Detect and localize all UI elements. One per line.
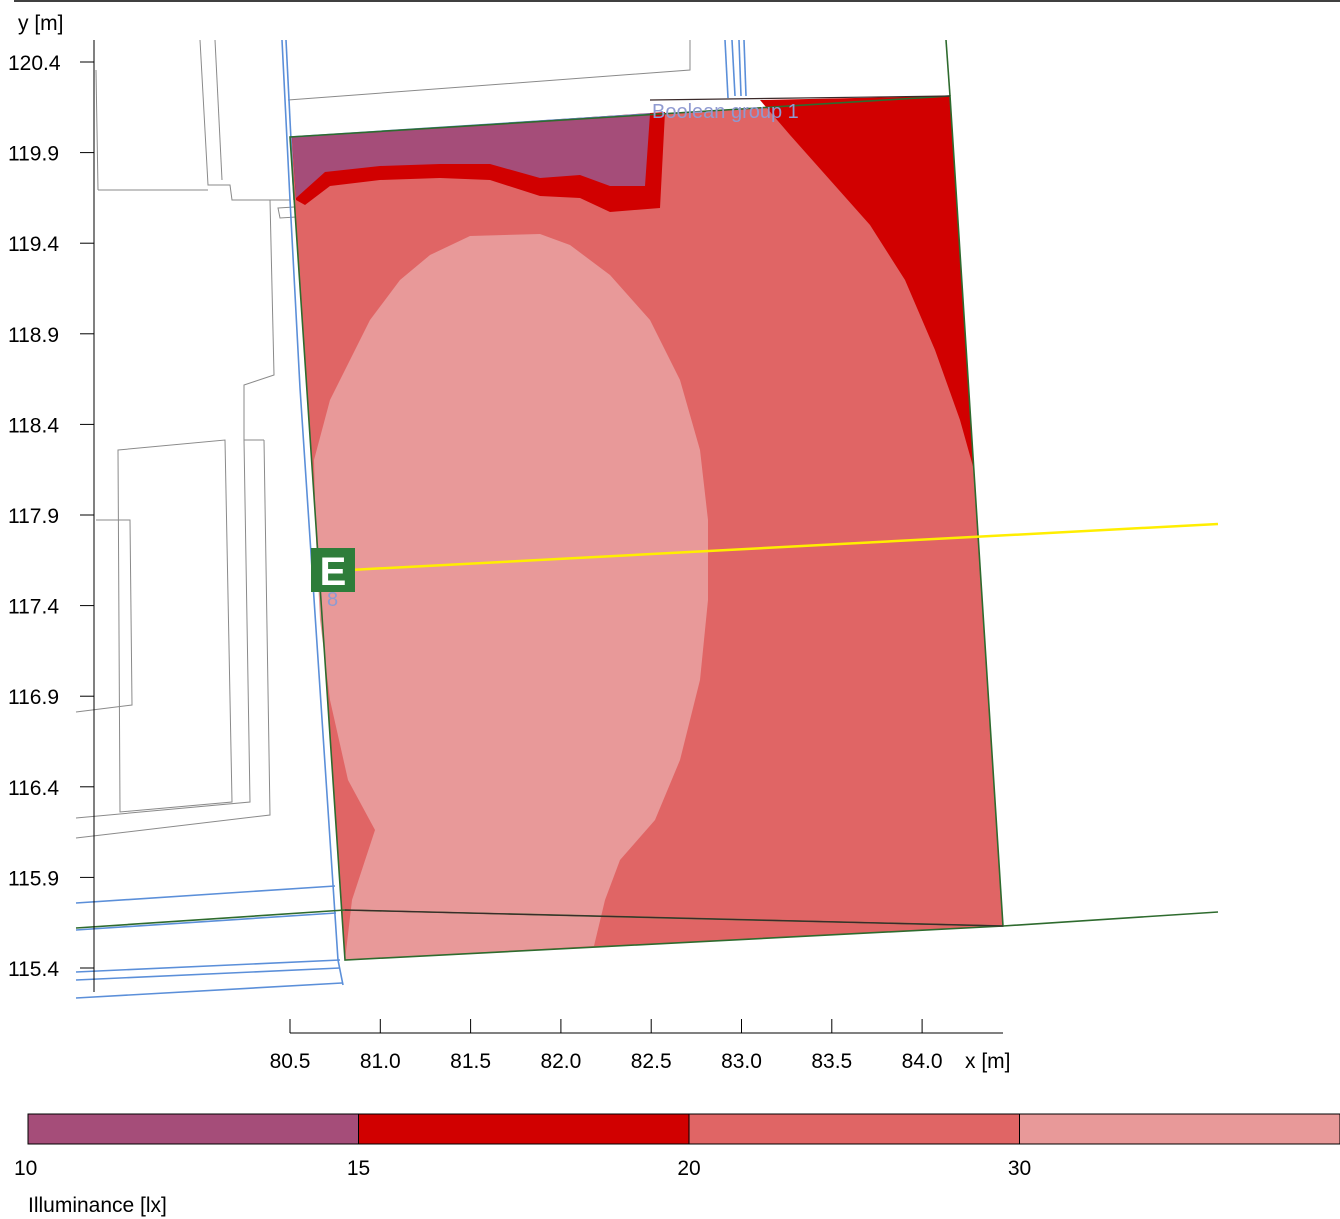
legend-swatch xyxy=(27,1113,359,1145)
legend-tick-label: 30 xyxy=(1008,1157,1031,1180)
x-tick-label: 82.5 xyxy=(631,1050,672,1073)
legend-swatch xyxy=(358,1113,690,1145)
x-tick-label: 81.0 xyxy=(360,1050,401,1073)
legend-tick-label: 15 xyxy=(347,1157,370,1180)
room-outline-dark xyxy=(344,95,1004,927)
x-tick-label: 81.5 xyxy=(450,1050,491,1073)
y-tick-label: 115.9 xyxy=(8,867,59,890)
region-15-20-right xyxy=(760,96,974,470)
x-axis-label: x [m] xyxy=(965,1050,1011,1073)
y-ticks: 120.4 119.9 119.4 118.9 118.4 117.9 117.4 116.9… xyxy=(8,52,94,981)
y-tick-label: 116.9 xyxy=(8,686,59,709)
legend-swatch xyxy=(688,1113,1020,1145)
exit-sign[interactable]: E xyxy=(311,548,355,594)
y-tick-label: 117.4 xyxy=(8,596,59,619)
x-tick-label: 83.5 xyxy=(811,1050,852,1073)
exit-sign-letter: E xyxy=(320,550,347,594)
y-tick-label: 119.4 xyxy=(8,233,59,256)
y-tick-label: 118.4 xyxy=(8,414,59,437)
region-10-15 xyxy=(292,114,650,198)
y-tick-label: 118.9 xyxy=(8,324,59,347)
y-tick-label: 116.4 xyxy=(8,777,59,800)
illuminance-regions xyxy=(290,96,1003,960)
x-tick-label: 80.5 xyxy=(270,1050,311,1073)
exit-sign-background xyxy=(311,548,355,592)
region-30-plus xyxy=(314,234,708,960)
x-tick-label: 83.0 xyxy=(721,1050,762,1073)
exit-number: 8 xyxy=(327,589,338,611)
x-ticks: 80.5 81.0 81.5 82.0 82.5 83.0 83.5 84.0 xyxy=(270,1019,943,1073)
y-tick-label: 115.4 xyxy=(8,958,59,981)
legend-tick-labels: 10 15 20 30 xyxy=(14,1157,1031,1180)
legend-swatch xyxy=(1019,1113,1340,1145)
x-tick-label: 84.0 xyxy=(902,1050,943,1073)
x-tick-label: 82.0 xyxy=(540,1050,581,1073)
section-line xyxy=(349,522,1219,572)
x-axis: x [m] xyxy=(290,1032,1011,1073)
y-tick-label: 120.4 xyxy=(8,52,61,75)
legend-tick-label: 10 xyxy=(14,1157,37,1180)
legend-tick-label: 20 xyxy=(677,1157,700,1180)
y-axis: y [m] xyxy=(18,12,95,992)
y-axis-label: y [m] xyxy=(18,12,64,35)
y-tick-label: 119.9 xyxy=(8,143,59,166)
group-label: Boolean group 1 xyxy=(652,101,799,123)
legend-bar xyxy=(27,1113,1340,1145)
y-tick-label: 117.9 xyxy=(8,505,59,528)
legend-title: Illuminance [lx] xyxy=(28,1194,167,1217)
